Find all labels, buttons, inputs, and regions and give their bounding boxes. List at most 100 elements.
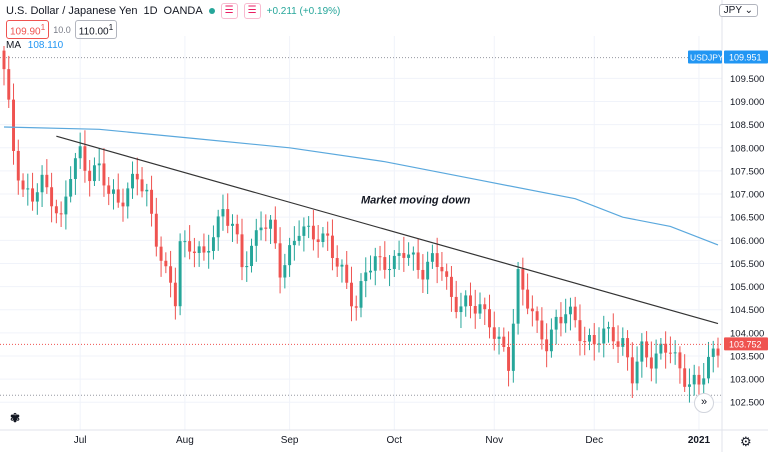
candle-body: [488, 309, 491, 328]
candle-body: [340, 264, 344, 267]
candle-body: [402, 253, 406, 258]
candle-body: [240, 234, 244, 268]
candle-body: [207, 250, 211, 253]
candle-body: [478, 304, 482, 314]
candle-body: [326, 233, 330, 236]
candle-body: [50, 187, 54, 207]
time-axis[interactable]: Jul Aug Sep Oct Nov Dec 2021: [0, 429, 768, 446]
y-tick-label: 108.500: [730, 120, 764, 131]
candle-body: [2, 50, 6, 70]
candle-body: [673, 352, 677, 354]
candle-body: [135, 173, 139, 180]
x-tick-label: Oct: [387, 435, 403, 446]
trendline[interactable]: [56, 135, 719, 325]
candle-body: [459, 306, 463, 313]
candle-body: [178, 241, 182, 307]
candlesticks: [2, 46, 720, 403]
compare-icon[interactable]: ☰: [243, 3, 261, 19]
candle-body: [40, 174, 44, 193]
sell-price-sup: 1: [40, 22, 46, 32]
candle-body: [421, 269, 425, 280]
candle-body: [64, 196, 68, 215]
candle-body: [502, 336, 506, 347]
candle-body: [507, 346, 511, 371]
candle-body: [607, 327, 610, 329]
candle-body: [664, 343, 668, 353]
spread-value: 10.0: [53, 24, 71, 35]
candle-body: [288, 245, 292, 266]
candle-body: [640, 341, 644, 362]
candle-body: [521, 269, 525, 290]
y-tick-label: 108.000: [730, 143, 764, 154]
candle-body: [588, 334, 591, 342]
trade-buttons: 109.901 10.0 110.001: [6, 20, 118, 40]
candle-body: [540, 320, 544, 340]
sell-button[interactable]: 109.901: [6, 20, 50, 40]
candle-body: [549, 329, 553, 352]
tradingview-logo-icon: ✾: [10, 411, 21, 425]
candle-body: [707, 356, 710, 379]
candle-body: [145, 189, 149, 192]
broker-label: OANDA: [163, 5, 203, 17]
candle-body: [150, 189, 154, 214]
trendline-segment[interactable]: [56, 135, 719, 325]
candle-body: [97, 163, 101, 166]
candle-body: [21, 180, 25, 190]
buy-button[interactable]: 110.001: [74, 20, 118, 40]
price-change: +0.211 (+0.19%): [266, 5, 341, 17]
candle-body: [573, 306, 577, 321]
gear-icon[interactable]: ⚙: [740, 434, 752, 449]
candle-body: [31, 188, 35, 202]
candle-body: [654, 353, 658, 369]
symbol-axis-tag-label: USDJPY: [690, 53, 724, 63]
candle-body: [583, 341, 587, 343]
ma-legend[interactable]: MA 108.110: [6, 40, 63, 51]
candle-body: [407, 254, 411, 258]
candle-body: [464, 295, 468, 307]
candle-body: [131, 173, 134, 189]
candle-body: [183, 241, 187, 243]
candle-body: [516, 269, 520, 324]
candle-body: [369, 270, 372, 273]
last-price-value: 103.752: [729, 339, 762, 349]
candle-body: [78, 146, 82, 159]
candle-body: [597, 343, 601, 345]
double-chevron-right-icon[interactable]: »: [694, 393, 714, 413]
y-tick-label: 106.000: [730, 236, 764, 247]
y-tick-label: 106.500: [730, 213, 764, 224]
interval-label[interactable]: 1D: [143, 5, 158, 17]
status-dot-icon: [208, 8, 215, 14]
candle-body: [69, 179, 73, 197]
candle-body: [397, 253, 401, 256]
symbol-header: U.S. Dollar / Japanese Yen 1D OANDA ☰ ☰ …: [6, 3, 340, 19]
candle-body: [231, 223, 234, 226]
currency-selector[interactable]: JPY ⌄: [718, 4, 758, 17]
candle-body: [345, 264, 349, 283]
candle-body: [378, 256, 382, 258]
candle-body: [26, 188, 30, 190]
candle-body: [449, 276, 453, 297]
candle-body: [112, 189, 115, 194]
candle-body: [426, 261, 430, 280]
candle-body: [307, 225, 311, 227]
candle-body: [173, 282, 177, 307]
candle-body: [373, 256, 377, 271]
candle-body: [126, 188, 130, 207]
candle-body: [435, 253, 439, 267]
candle-body: [202, 246, 206, 253]
y-tick-label: 105.000: [730, 282, 764, 293]
candle-body: [16, 150, 20, 181]
candle-body: [592, 334, 596, 345]
candle-body: [530, 308, 534, 312]
eye-icon[interactable]: ☰: [220, 3, 238, 19]
axis-marker-box: [724, 50, 768, 64]
candle-body: [483, 304, 487, 310]
symbol-title[interactable]: U.S. Dollar / Japanese Yen: [6, 5, 138, 17]
candle-body: [245, 266, 249, 268]
candle-body: [440, 266, 444, 272]
candle-body: [554, 316, 558, 330]
candle-body: [116, 189, 120, 203]
x-tick-label: 2021: [688, 435, 711, 446]
